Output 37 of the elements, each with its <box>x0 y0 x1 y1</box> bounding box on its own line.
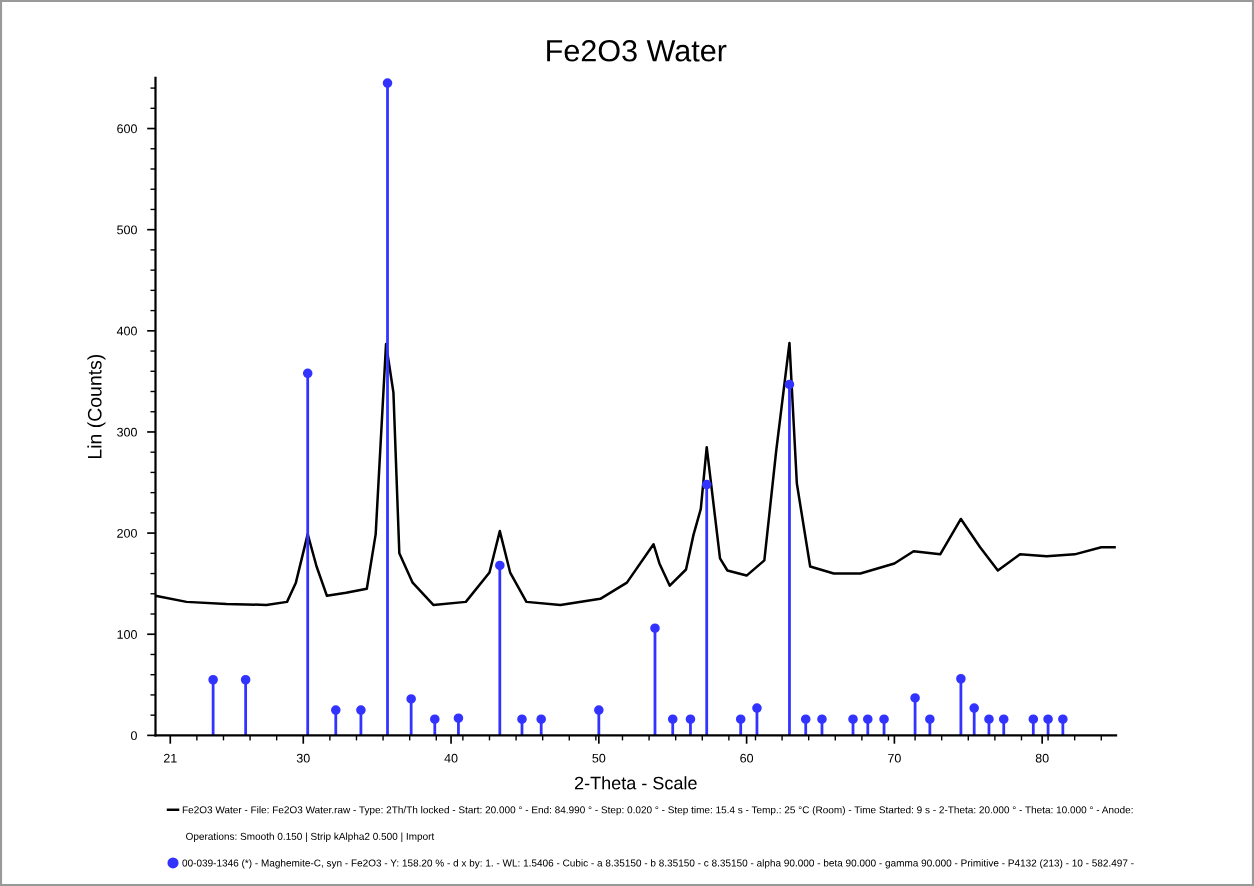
point <box>302 368 313 379</box>
point <box>356 705 366 715</box>
point <box>594 705 604 715</box>
point <box>495 560 505 571</box>
chart-title: Fe2O3 Water <box>547 39 727 62</box>
point <box>925 714 935 724</box>
point <box>784 379 795 390</box>
point <box>735 714 746 724</box>
point <box>701 479 712 490</box>
point <box>208 674 218 685</box>
point <box>382 78 393 88</box>
y-axis-title: Lin (Counts) <box>87 354 106 459</box>
point <box>430 714 440 724</box>
point <box>984 714 994 724</box>
point <box>667 714 678 724</box>
point <box>517 714 527 724</box>
point <box>879 714 889 724</box>
point <box>685 714 696 724</box>
point <box>910 693 920 703</box>
point <box>330 705 341 715</box>
point <box>817 714 827 724</box>
point <box>453 713 464 723</box>
point <box>650 623 660 633</box>
x-axis-title: 2-Theta - Scale <box>574 776 697 790</box>
point <box>406 694 416 704</box>
point <box>1058 714 1068 724</box>
point <box>848 714 858 724</box>
point <box>969 703 979 713</box>
point <box>956 673 966 684</box>
point <box>800 714 811 724</box>
point <box>536 714 546 724</box>
point <box>1028 714 1039 724</box>
point <box>998 714 1009 724</box>
point <box>752 703 762 713</box>
point <box>863 714 873 724</box>
point <box>240 674 251 685</box>
point <box>1043 714 1053 724</box>
